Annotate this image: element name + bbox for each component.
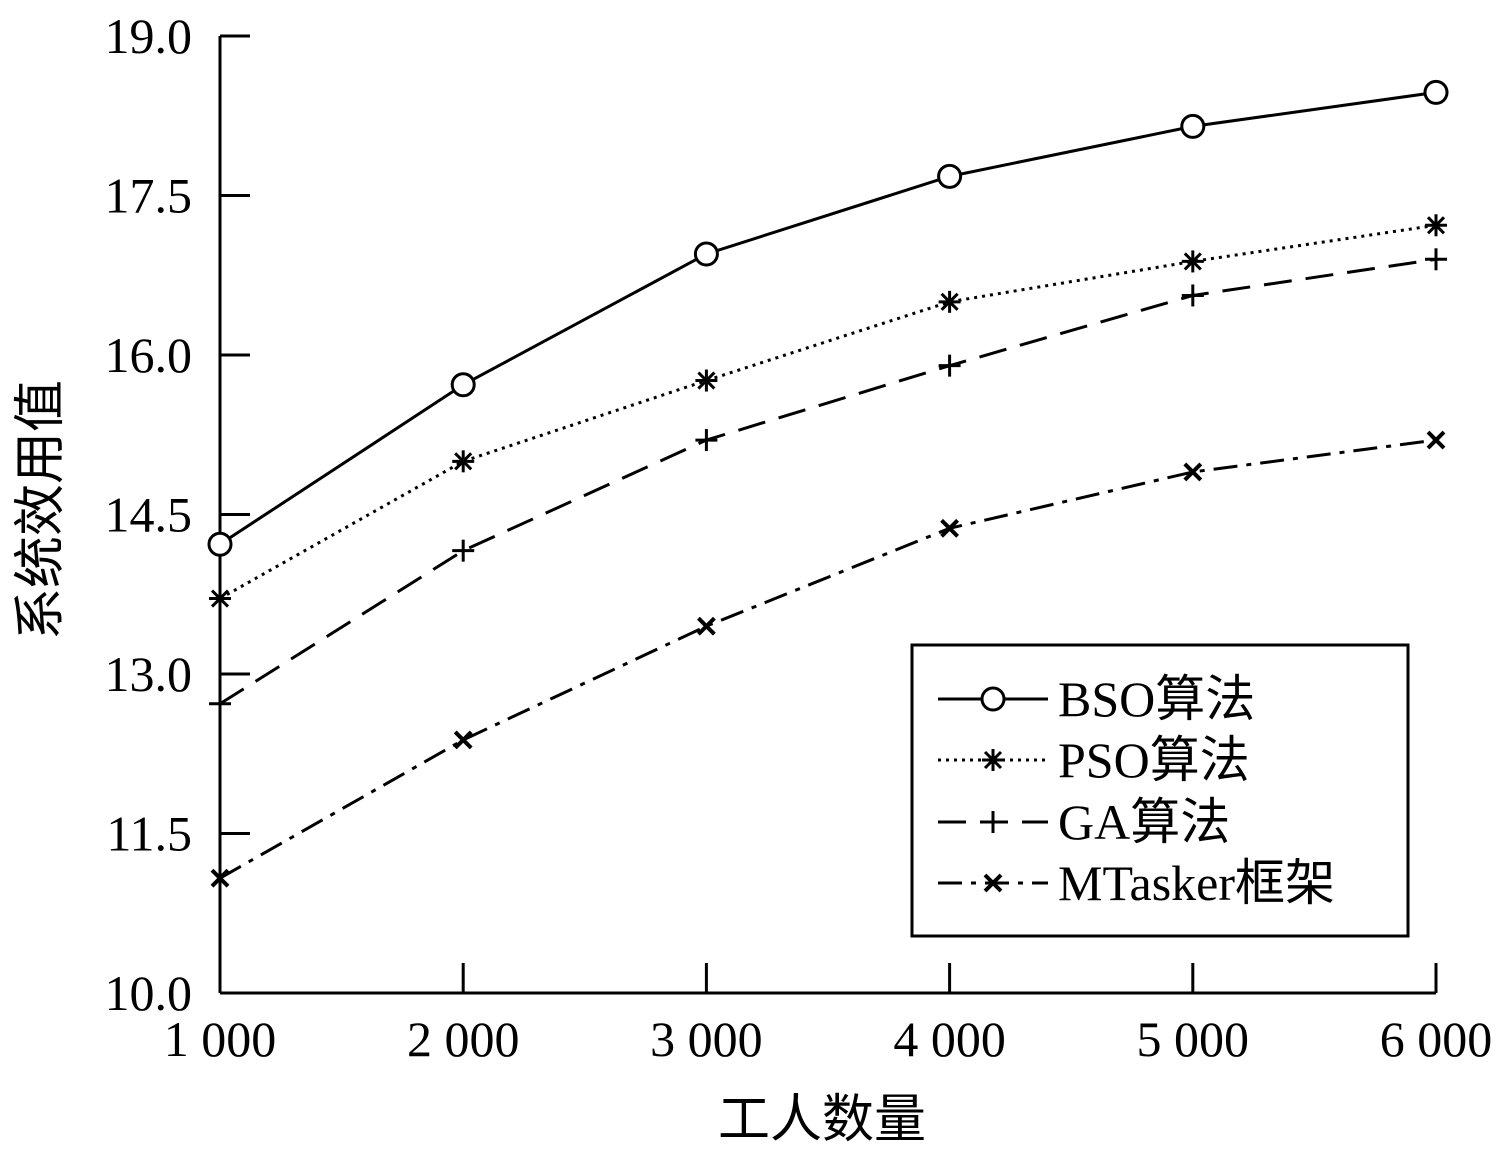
y-tick-label: 11.5 bbox=[106, 806, 192, 862]
legend-label: BSO算法 bbox=[1058, 671, 1255, 727]
data-point bbox=[453, 730, 473, 750]
data-point bbox=[1426, 430, 1446, 450]
data-point bbox=[452, 539, 475, 562]
series-line bbox=[219, 438, 1437, 880]
legend-label: MTasker框架 bbox=[1058, 855, 1335, 911]
data-point bbox=[1183, 462, 1203, 482]
y-tick-label: 10.0 bbox=[105, 965, 193, 1021]
series-line bbox=[219, 90, 1437, 546]
data-point bbox=[693, 241, 719, 267]
y-tick-label: 17.5 bbox=[105, 168, 193, 224]
x-tick-label: 4 000 bbox=[893, 1011, 1006, 1067]
x-tick-label: 2 000 bbox=[407, 1011, 520, 1067]
data-point bbox=[207, 531, 233, 557]
data-point bbox=[452, 450, 475, 473]
series-1 bbox=[207, 79, 1449, 557]
legend-marker bbox=[982, 749, 1004, 771]
data-point bbox=[938, 290, 961, 313]
data-point bbox=[695, 369, 718, 392]
series-4 bbox=[210, 430, 1446, 888]
legend-marker bbox=[983, 873, 1003, 893]
data-point bbox=[696, 616, 716, 636]
y-axis-title: 系统效用值 bbox=[11, 380, 71, 640]
data-point bbox=[938, 354, 961, 377]
x-tick-label: 3 000 bbox=[650, 1011, 763, 1067]
x-tick-label: 6 000 bbox=[1380, 1011, 1493, 1067]
series-line bbox=[219, 223, 1437, 600]
data-point bbox=[209, 587, 231, 610]
axes: 10.0 11.5 13.0 14.5 16.0 17.5 19.0 1 000 2 000 3 … bbox=[105, 8, 1493, 1067]
y-tick-label: 13.0 bbox=[105, 646, 193, 702]
legend-label: PSO算法 bbox=[1058, 732, 1250, 788]
x-tick-label: 1 000 bbox=[164, 1011, 277, 1067]
x-axis-title: 工人数量 bbox=[718, 1090, 926, 1150]
y-tick-label: 19.0 bbox=[105, 8, 193, 64]
data-point bbox=[940, 518, 960, 538]
data-point bbox=[1423, 79, 1449, 105]
x-tick-label: 5 000 bbox=[1137, 1011, 1250, 1067]
data-point bbox=[1180, 113, 1206, 139]
series-2 bbox=[209, 214, 1447, 610]
data-point bbox=[937, 163, 963, 189]
data-point bbox=[1425, 248, 1447, 271]
y-tick-label: 16.0 bbox=[105, 327, 193, 383]
data-point bbox=[210, 868, 230, 888]
data-point bbox=[450, 372, 476, 398]
legend-marker bbox=[980, 686, 1006, 712]
data-point bbox=[1181, 284, 1204, 307]
y-tick-label: 14.5 bbox=[105, 487, 193, 543]
series-line bbox=[219, 257, 1437, 706]
data-point bbox=[695, 429, 718, 452]
series-layer bbox=[207, 79, 1449, 888]
series-3 bbox=[209, 248, 1447, 715]
data-point bbox=[209, 692, 231, 715]
data-point bbox=[1425, 214, 1447, 237]
data-point bbox=[1181, 250, 1204, 273]
legend-marker bbox=[982, 811, 1004, 833]
legend-label: GA算法 bbox=[1058, 794, 1230, 850]
